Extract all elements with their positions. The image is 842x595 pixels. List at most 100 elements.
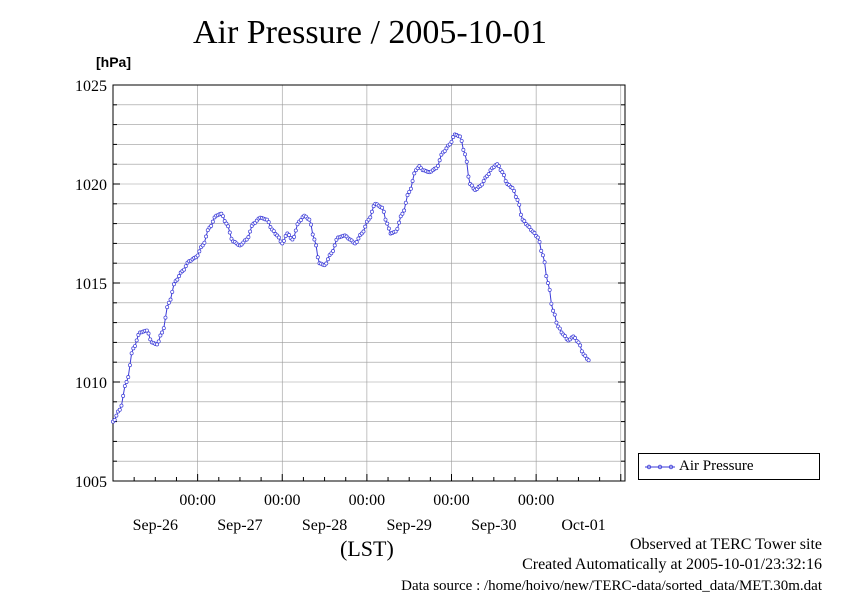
data-point (276, 235, 281, 240)
data-point (314, 243, 319, 248)
x-tick-date-label: Sep-29 (387, 517, 432, 534)
data-point (307, 217, 312, 222)
footer-source: Data source : /home/hoivo/new/TERC-data/… (401, 578, 822, 594)
data-point (466, 174, 471, 179)
data-point (287, 233, 291, 237)
data-point (293, 228, 298, 233)
y-tick-label: 1025 (75, 78, 107, 95)
data-point (163, 315, 168, 320)
data-point (573, 335, 578, 340)
data-point (537, 239, 542, 244)
data-point (183, 264, 188, 269)
data-point (148, 337, 153, 342)
data-point (463, 152, 468, 157)
data-point (331, 249, 335, 253)
data-point (226, 224, 231, 229)
x-tick-date-label: Sep-30 (471, 517, 516, 534)
data-point (144, 328, 149, 333)
data-point (410, 179, 415, 183)
data-point (546, 281, 550, 285)
data-point (205, 228, 210, 233)
data-point (204, 234, 209, 239)
data-point (166, 300, 171, 305)
data-point (583, 353, 588, 358)
data-point (298, 218, 303, 223)
data-point (146, 331, 151, 336)
data-point (586, 358, 591, 363)
data-point (458, 134, 462, 139)
data-point (512, 188, 517, 193)
data-point (315, 255, 320, 260)
data-point (412, 171, 417, 176)
data-point (324, 261, 329, 266)
data-point (513, 194, 518, 199)
data-point (221, 214, 225, 219)
data-point (461, 147, 466, 152)
data-point (158, 333, 163, 338)
data-point (407, 189, 412, 194)
x-tick-time-label: 00:00 (264, 492, 300, 509)
legend-line-marker (645, 464, 675, 470)
data-point (437, 158, 442, 163)
data-point (177, 274, 181, 279)
data-point (332, 243, 337, 248)
data-point (442, 149, 447, 154)
data-point (551, 308, 556, 313)
data-point (266, 220, 271, 225)
data-point (210, 219, 215, 224)
data-point (309, 222, 313, 227)
y-tick-label: 1010 (75, 375, 107, 392)
data-point (547, 287, 552, 292)
data-point (168, 297, 173, 302)
data-point (155, 342, 159, 347)
data-point (292, 234, 297, 239)
data-point (395, 226, 400, 231)
footer-created: Created Automatically at 2005-10-01/23:3… (522, 556, 822, 573)
data-point (576, 340, 581, 345)
data-point (281, 238, 286, 243)
data-point (540, 253, 545, 258)
data-point (202, 240, 207, 245)
data-point (496, 164, 501, 169)
data-point (459, 138, 464, 143)
data-point (562, 334, 567, 338)
data-point (165, 305, 170, 310)
data-point (200, 243, 205, 248)
data-point (554, 320, 559, 325)
data-point (515, 197, 520, 202)
data-point (517, 202, 522, 207)
data-point (400, 211, 405, 216)
data-point (112, 417, 117, 422)
x-tick-time-label: 00:00 (349, 492, 385, 509)
data-point (290, 237, 295, 242)
data-point (361, 229, 366, 234)
series-line-air-pressure (112, 133, 589, 422)
data-point (182, 267, 187, 272)
data-point (363, 224, 368, 229)
data-point (402, 208, 407, 213)
y-tick-label: 1005 (75, 474, 107, 491)
data-point (535, 235, 540, 240)
data-point (368, 215, 373, 220)
data-point (444, 146, 449, 151)
data-point (578, 343, 583, 348)
y-tick-label: 1015 (75, 276, 107, 293)
data-point (398, 214, 403, 219)
data-point (542, 260, 547, 265)
data-point (175, 277, 180, 282)
data-point (385, 221, 390, 226)
data-point (134, 338, 139, 343)
data-point (544, 274, 549, 279)
data-point (117, 407, 122, 412)
gridlines (113, 85, 625, 481)
x-axis-label: (LST) (340, 536, 394, 561)
data-point (114, 413, 119, 418)
data-point (408, 186, 413, 191)
data-point (522, 219, 527, 224)
data-point (539, 248, 544, 253)
x-tick-time-label: 00:00 (179, 492, 215, 509)
data-point (502, 173, 506, 178)
data-point (209, 223, 214, 228)
data-point (161, 326, 166, 331)
